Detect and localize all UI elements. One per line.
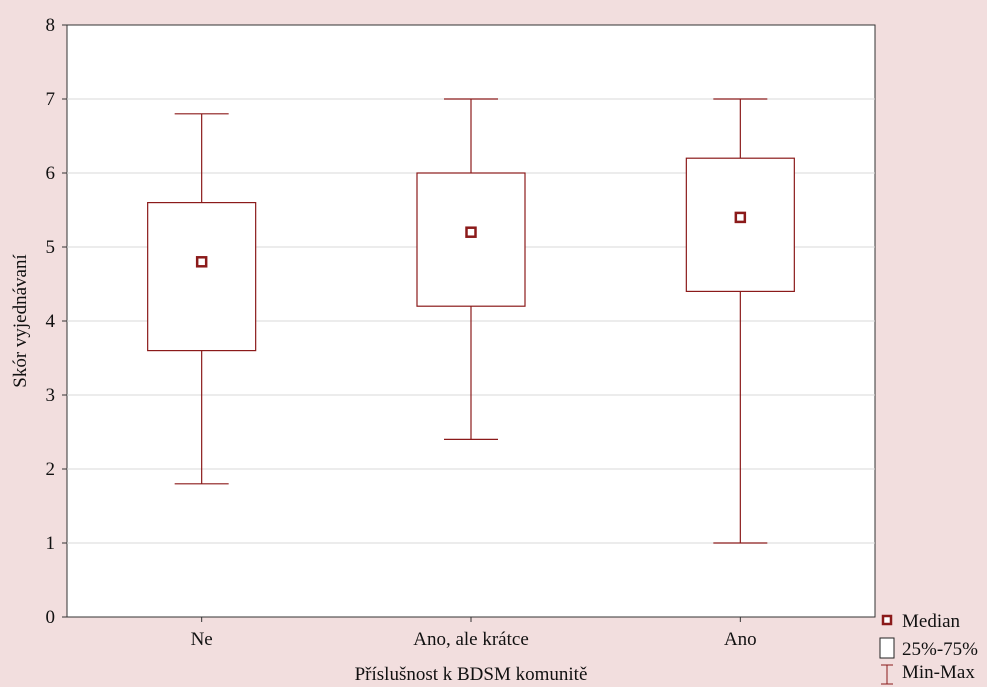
- median-marker: [465, 226, 477, 238]
- legend-median-label: Median: [902, 611, 961, 632]
- median-marker: [734, 211, 747, 224]
- y-tick-label: 6: [46, 163, 56, 184]
- x-axis-ticks: Ne Ano, ale krátce Ano: [191, 617, 757, 650]
- legend-whisker-marker: [881, 664, 893, 685]
- y-tick-label: 3: [46, 385, 56, 406]
- legend-median-marker: [881, 614, 893, 626]
- y-tick-label: 2: [46, 459, 56, 480]
- legend-box-label: 25%-75%: [902, 639, 978, 660]
- y-axis-ticks: 0 1 2 3 4 5 6 7 8: [46, 15, 67, 628]
- x-tick-label: Ano, ale krátce: [413, 629, 529, 650]
- iqr-box: [685, 157, 795, 292]
- legend-box-marker: [879, 637, 895, 659]
- iqr-box: [147, 202, 257, 352]
- box-group: [416, 98, 526, 440]
- y-axis-title: Skór vyjednávaní: [10, 254, 31, 388]
- x-tick-label: Ne: [191, 629, 213, 650]
- y-tick-label: 1: [46, 533, 56, 554]
- y-tick-label: 5: [46, 237, 56, 258]
- legend-whisker-label: Min-Max: [902, 662, 975, 683]
- y-tick-label: 8: [46, 15, 56, 36]
- box-group: [147, 113, 257, 485]
- box-group: [685, 98, 795, 544]
- x-tick-label: Ano: [724, 629, 757, 650]
- boxes: [147, 98, 795, 544]
- y-tick-label: 4: [46, 311, 56, 332]
- legend: Median 25%-75% Min-Max: [879, 611, 978, 685]
- y-tick-label: 0: [46, 607, 56, 628]
- y-tick-label: 7: [46, 89, 56, 110]
- iqr-box: [416, 172, 526, 307]
- median-marker: [195, 256, 208, 268]
- x-axis-title: Příslušnost k BDSM komunitě: [355, 664, 588, 685]
